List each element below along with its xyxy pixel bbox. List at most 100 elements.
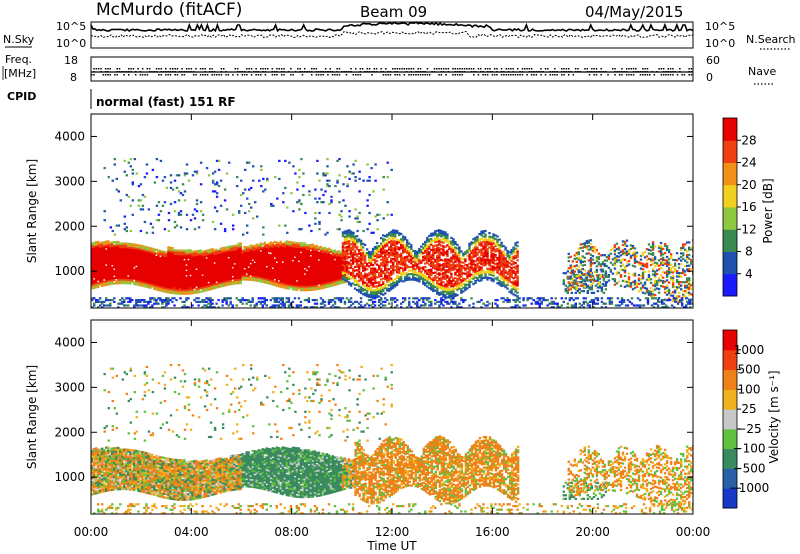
heatmap-cell bbox=[299, 267, 303, 270]
heatmap-cell bbox=[392, 234, 395, 237]
heatmap-cell bbox=[259, 273, 262, 276]
heatmap-cell bbox=[269, 273, 272, 277]
heatmap-cell bbox=[363, 260, 367, 263]
heatmap-cell bbox=[398, 280, 401, 283]
heatmap-cell bbox=[398, 232, 401, 235]
heatmap-cell bbox=[438, 286, 441, 289]
heatmap-cell bbox=[129, 251, 132, 255]
nave-tick-high: 60 bbox=[706, 54, 720, 67]
heatmap-cell bbox=[331, 282, 335, 285]
heatmap-cell bbox=[287, 276, 291, 279]
heatmap-cell bbox=[313, 254, 317, 257]
heatmap-cell bbox=[195, 210, 199, 213]
heatmap-cell bbox=[167, 282, 170, 285]
heatmap-cell bbox=[123, 273, 126, 276]
heatmap-cell bbox=[105, 246, 108, 249]
heatmap-cell bbox=[265, 263, 268, 266]
heatmap-cell bbox=[285, 242, 288, 245]
freq-marker bbox=[322, 74, 324, 76]
heatmap-cell bbox=[363, 252, 367, 255]
heatmap-cell bbox=[255, 250, 258, 253]
heatmap-cell bbox=[388, 255, 391, 258]
heatmap-cell bbox=[311, 288, 315, 291]
heatmap-cell bbox=[123, 246, 126, 249]
heatmap-cell bbox=[267, 258, 270, 262]
heatmap-cell bbox=[225, 253, 228, 256]
heatmap-cell bbox=[201, 288, 204, 291]
heatmap-cell bbox=[161, 277, 164, 280]
heatmap-cell bbox=[367, 258, 371, 261]
heatmap-cell bbox=[299, 244, 303, 247]
heatmap-cell bbox=[349, 232, 353, 235]
heatmap-cell bbox=[402, 280, 405, 283]
heatmap-cell bbox=[438, 282, 441, 286]
heatmap-cell bbox=[219, 204, 223, 207]
heatmap-cell bbox=[215, 264, 218, 268]
freq-marker bbox=[97, 68, 100, 70]
heatmap-cell bbox=[239, 247, 242, 251]
heatmap-cell bbox=[103, 280, 106, 283]
heatmap-cell bbox=[285, 254, 288, 257]
heatmap-cell bbox=[145, 267, 148, 270]
heatmap-cell bbox=[303, 246, 307, 249]
heatmap-cell bbox=[115, 251, 118, 254]
heatmap-cell bbox=[201, 213, 205, 216]
heatmap-cell bbox=[209, 280, 212, 284]
heatmap-cell bbox=[313, 263, 317, 266]
heatmap-cell bbox=[438, 279, 441, 282]
heatmap-cell bbox=[408, 251, 411, 254]
heatmap-cell bbox=[193, 270, 196, 273]
heatmap-cell bbox=[107, 269, 110, 272]
heatmap-cell bbox=[446, 255, 449, 258]
heatmap-cell bbox=[255, 270, 258, 273]
heatmap-cell bbox=[235, 260, 238, 263]
heatmap-cell bbox=[398, 271, 401, 274]
heatmap-cell bbox=[183, 255, 186, 258]
heatmap-cell bbox=[103, 167, 106, 170]
heatmap-cell bbox=[231, 270, 234, 273]
heatmap-cell bbox=[159, 258, 162, 262]
heatmap-cell bbox=[430, 248, 433, 252]
heatmap-cell bbox=[103, 219, 106, 222]
freq-marker bbox=[114, 74, 116, 76]
heatmap-cell bbox=[167, 249, 170, 253]
heatmap-cell bbox=[141, 245, 144, 248]
heatmap-cell bbox=[223, 261, 226, 264]
heatmap-cell bbox=[305, 247, 309, 250]
heatmap-cell bbox=[97, 282, 100, 285]
freq-marker bbox=[355, 74, 357, 76]
heatmap-cell bbox=[271, 256, 274, 259]
freq-marker bbox=[672, 68, 674, 70]
heatmap-cell bbox=[438, 230, 441, 234]
freq-marker bbox=[614, 74, 616, 76]
heatmap-cell bbox=[199, 265, 202, 268]
heatmap-cell bbox=[378, 246, 381, 250]
heatmap-cell bbox=[255, 272, 258, 275]
heatmap-cell bbox=[436, 269, 439, 272]
heatmap-cell bbox=[131, 250, 134, 253]
heatmap-cell bbox=[299, 274, 303, 277]
heatmap-cell bbox=[153, 248, 156, 251]
heatmap-cell bbox=[386, 176, 389, 179]
heatmap-cell bbox=[251, 273, 254, 276]
heatmap-cell bbox=[243, 256, 246, 259]
freq-marker bbox=[283, 68, 285, 70]
heatmap-cell bbox=[452, 243, 455, 246]
freq-marker bbox=[681, 74, 683, 76]
heatmap-cell bbox=[422, 257, 425, 260]
heatmap-cell bbox=[343, 243, 347, 246]
heatmap-cell bbox=[259, 253, 262, 256]
heatmap-cell bbox=[215, 252, 218, 255]
heatmap-cell bbox=[432, 282, 435, 285]
heatmap-cell bbox=[195, 269, 198, 273]
heatmap-cell bbox=[139, 278, 142, 281]
heatmap-cell bbox=[261, 252, 264, 255]
heatmap-cell bbox=[101, 284, 104, 287]
heatmap-cell bbox=[287, 273, 291, 276]
heatmap-cell bbox=[281, 262, 284, 265]
noise-tick-left-high: 10^5 bbox=[56, 20, 86, 33]
heatmap-cell bbox=[325, 269, 329, 272]
heatmap-cell bbox=[380, 253, 383, 256]
heatmap-cell bbox=[229, 268, 232, 271]
heatmap-cell bbox=[271, 252, 274, 256]
